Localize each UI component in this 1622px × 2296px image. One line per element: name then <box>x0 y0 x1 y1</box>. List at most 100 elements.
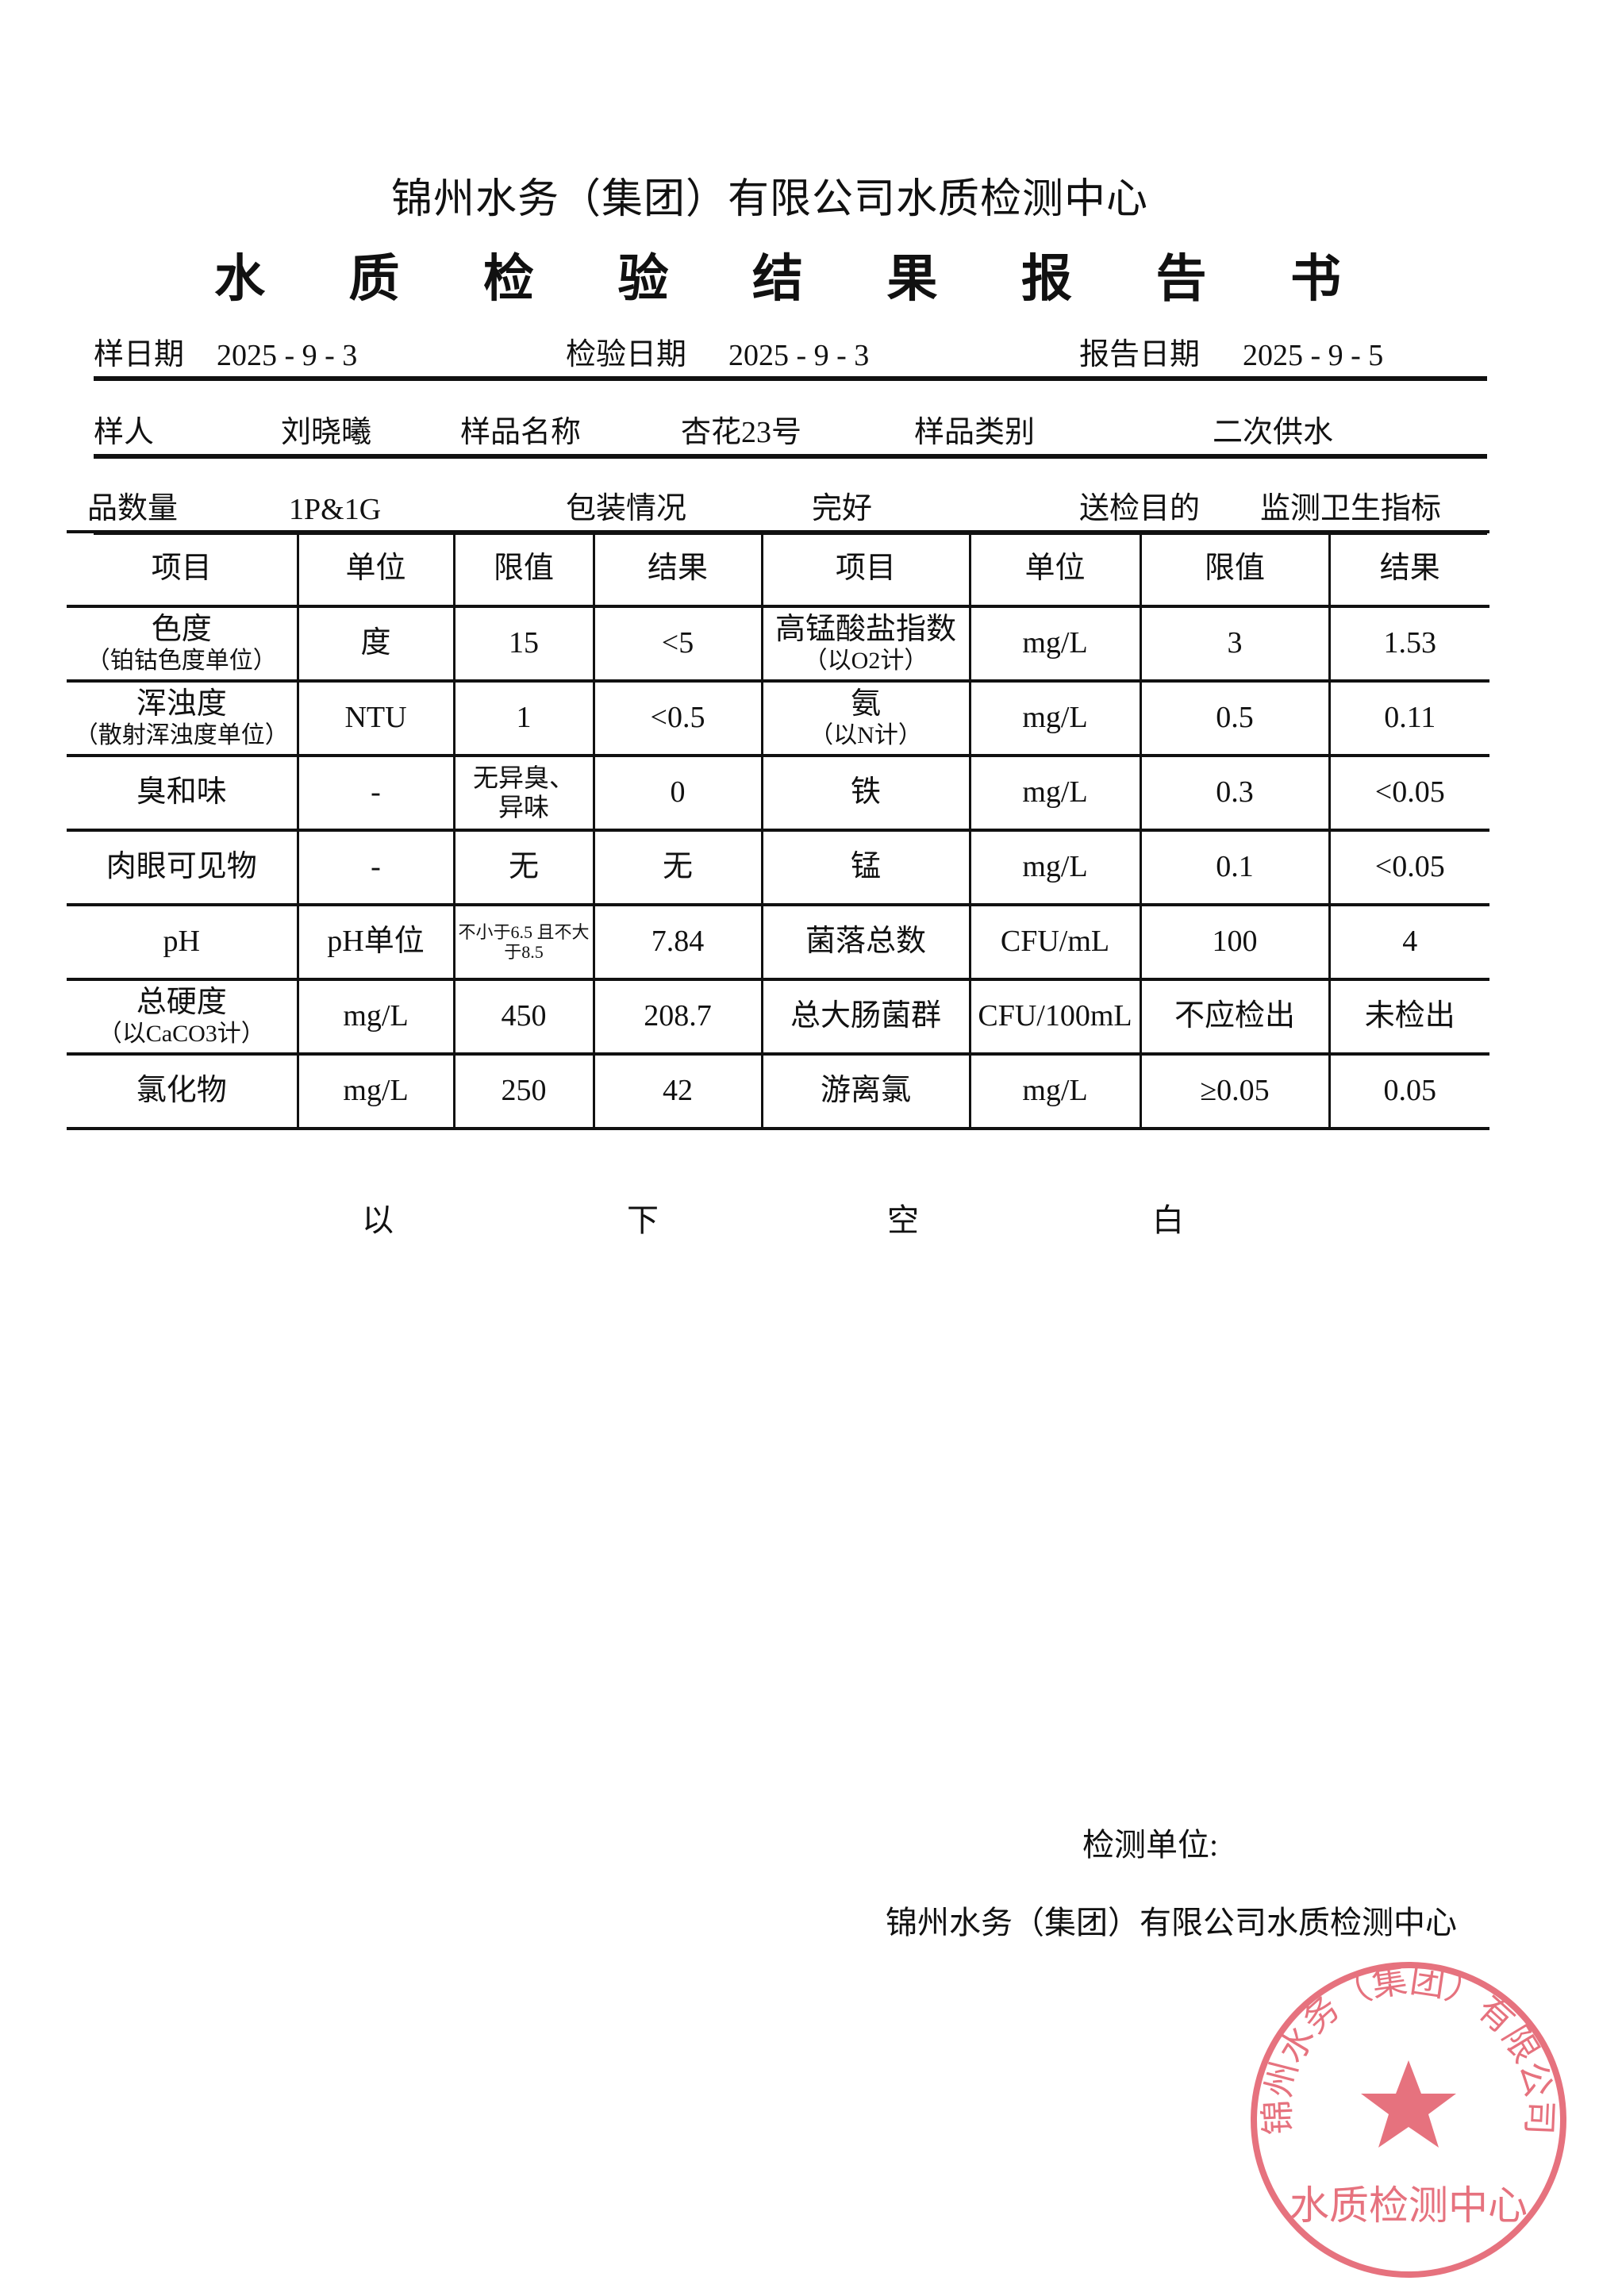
table-cell: 15 <box>452 605 594 683</box>
table-cell: <5 <box>592 605 762 683</box>
table-cell: 0.11 <box>1328 679 1489 757</box>
table-cell: 42 <box>592 1052 762 1130</box>
table-cell: 肉眼可见物 <box>67 829 298 906</box>
sampler: 刘晓曦 <box>281 416 372 449</box>
table-cell: 不小于6.5 且不大于8.5 <box>452 903 594 981</box>
sampler-label: 样人 <box>94 416 155 449</box>
sampling-date-label: 样日期 <box>94 338 185 371</box>
quantity-label: 品数量 <box>87 492 179 525</box>
table-cell: mg/L <box>968 1052 1140 1130</box>
table-cell: mg/L <box>968 829 1140 906</box>
cell-sub: （以O2计） <box>803 647 928 674</box>
table-cell: mg/L <box>968 679 1140 757</box>
table-cell: 色度 （铂钴色度单位） <box>67 605 298 683</box>
table-cell: 0.1 <box>1139 829 1329 906</box>
quantity: 1P&1G <box>289 493 382 526</box>
table-cell: pH <box>67 903 298 981</box>
table-cell: 臭和味 <box>67 754 298 832</box>
blank-char: 下 <box>627 1202 659 1238</box>
purpose: 监测卫生指标 <box>1260 492 1442 525</box>
sample-name: 杏花23号 <box>681 416 802 449</box>
info-row-dates: 样日期 2025 - 9 - 3 检验日期 2025 - 9 - 3 报告日期 … <box>94 329 1487 381</box>
table-cell: 250 <box>452 1052 594 1130</box>
table-cell: 7.84 <box>592 903 762 981</box>
table-header-row: 项目 单位 限值 结果 项目 单位 限值 结果 <box>67 530 1489 608</box>
cell-main: 总硬度 <box>136 985 227 1019</box>
cell-sub: （以CaCO3计） <box>98 1020 265 1047</box>
table-cell: ≥0.05 <box>1139 1052 1329 1130</box>
report-title-char: 检 <box>483 251 534 307</box>
cell-sub: （铂钴色度单位） <box>86 647 277 674</box>
table-cell: 4 <box>1328 903 1489 981</box>
table-cell: <0.05 <box>1328 829 1489 906</box>
blank-char: 以 <box>362 1202 394 1238</box>
unit-label: 检测单位: <box>1082 1827 1219 1863</box>
sample-name-label: 样品名称 <box>460 416 582 449</box>
company-seal: 锦州水务（集团）有限公司 水质检测中心 <box>1251 1960 1566 2278</box>
table-cell: 0.3 <box>1139 754 1329 832</box>
cell-sub: （以N计） <box>809 721 922 748</box>
report-date-label: 报告日期 <box>1079 338 1201 371</box>
table-cell: 100 <box>1139 903 1329 981</box>
table-cell: CFU/mL <box>968 903 1140 981</box>
table-cell: pH单位 <box>296 903 454 981</box>
table-cell: 游离氯 <box>760 1052 970 1130</box>
table-row: 氯化物 mg/L 250 42 游离氯 mg/L ≥0.05 0.05 <box>67 1052 1489 1130</box>
table-row: 色度 （铂钴色度单位）度 15 <5 高锰酸盐指数 （以O2计） mg/L 3 1.53 <box>67 605 1489 683</box>
table-row: pH pH单位 不小于6.5 且不大于8.5 7.84 菌落总数 CFU/mL 100 4 <box>67 903 1489 981</box>
report-title-char: 质 <box>348 251 400 307</box>
column-header: 项目 <box>67 530 298 608</box>
test-date: 2025 - 9 - 3 <box>728 339 870 372</box>
table-cell: mg/L <box>296 978 454 1056</box>
sample-type: 二次供水 <box>1213 416 1334 449</box>
blank-char: 空 <box>887 1202 919 1238</box>
report-title-char: 水 <box>214 251 265 307</box>
table-cell: 锰 <box>760 829 970 906</box>
column-header: 单位 <box>968 530 1140 608</box>
table-cell: 0.05 <box>1328 1052 1489 1130</box>
report-title-char: 验 <box>617 251 669 307</box>
org-title: 锦州水务（集团）有限公司水质检测中心 <box>390 177 1148 222</box>
table-cell: 不应检出 <box>1139 978 1329 1056</box>
table-cell: 0 <box>592 754 762 832</box>
table-cell: 铁 <box>760 754 970 832</box>
purpose-label: 送检目的 <box>1079 492 1201 525</box>
results-table: 项目 单位 限值 结果 项目 单位 限值 结果 色度 （铂钴色度单位）度 15 <5 高锰酸盐指数 （以O… <box>67 530 1489 1130</box>
report-date: 2025 - 9 - 5 <box>1243 339 1384 372</box>
table-cell: 氨（以N计） <box>760 679 970 757</box>
table-cell: CFU/100mL <box>968 978 1140 1056</box>
table-cell: 208.7 <box>592 978 762 1056</box>
blank-char: 白 <box>1152 1202 1184 1238</box>
report-title-char: 告 <box>1155 251 1207 307</box>
table-cell: <0.5 <box>592 679 762 757</box>
sample-type-label: 样品类别 <box>914 416 1036 449</box>
table-cell: 总硬度 （以CaCO3计） <box>67 978 298 1056</box>
table-cell: NTU <box>296 679 454 757</box>
report-title-char: 报 <box>1021 251 1072 307</box>
table-cell: 度 <box>296 605 454 683</box>
table-cell: 高锰酸盐指数 （以O2计） <box>760 605 970 683</box>
table-cell: 菌落总数 <box>760 903 970 981</box>
cell-main: 高锰酸盐指数 <box>774 612 956 646</box>
package: 完好 <box>812 492 873 525</box>
table-cell: 未检出 <box>1328 978 1489 1056</box>
column-header: 限值 <box>452 530 594 608</box>
table-cell: 无 <box>452 829 594 906</box>
table-cell: 1 <box>452 679 594 757</box>
info-row-package: 品数量 1P&1G 包装情况 完好 送检目的 监测卫生指标 <box>87 483 1487 535</box>
table-row: 肉眼可见物 - 无无锰 mg/L 0.1 <0.05 <box>67 829 1489 906</box>
table-cell: 无异臭、异味 <box>452 754 594 832</box>
report-title-char: 果 <box>886 251 938 307</box>
report-title-char: 结 <box>752 251 803 307</box>
cell-main: 氨 <box>850 686 881 721</box>
sampling-date: 2025 - 9 - 3 <box>217 339 358 372</box>
table-cell: mg/L <box>968 754 1140 832</box>
cell-main: 浑浊度 <box>136 686 227 721</box>
report-title-char: 书 <box>1290 251 1341 307</box>
table-row: 浑浊度 （散射浑浊度单位） NTU 1 <0.5 氨（以N计） mg/L 0.5 0.11 <box>67 679 1489 757</box>
column-header: 项目 <box>760 530 970 608</box>
table-cell: 450 <box>452 978 594 1056</box>
table-cell: mg/L <box>296 1052 454 1130</box>
table-cell: <0.05 <box>1328 754 1489 832</box>
table-row: 总硬度 （以CaCO3计） mg/L 450 208.7 总大肠菌群 CFU/100mL 不应… <box>67 978 1489 1056</box>
